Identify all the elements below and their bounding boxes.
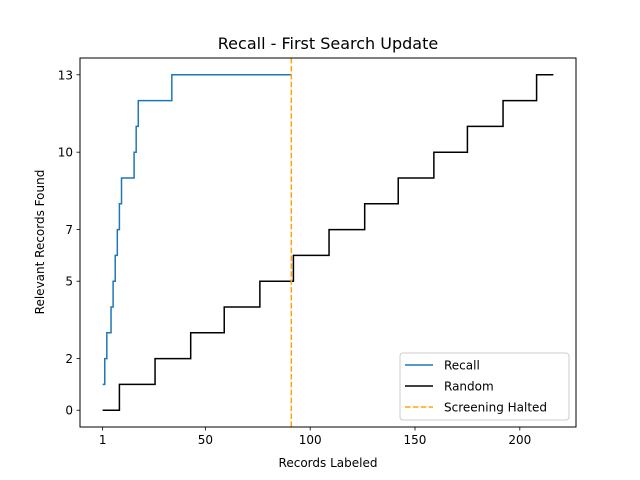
series-line-recall [102, 74, 292, 386]
x-tick-label: 1 [99, 433, 107, 447]
x-tick-label: 100 [299, 433, 322, 447]
x-axis-label: Records Labeled [279, 456, 378, 470]
y-axis-label: Relevant Records Found [33, 170, 47, 315]
x-tick-label: 200 [508, 433, 531, 447]
y-tick-label: 13 [58, 68, 73, 82]
series-line-random [102, 74, 554, 411]
y-tick-label: 7 [65, 223, 73, 237]
y-axis-ticks: 0 2 5 7 10 13 [58, 68, 80, 418]
y-tick-label: 0 [65, 404, 73, 418]
chart-title: Recall - First Search Update [218, 34, 438, 53]
y-tick-label: 2 [65, 352, 73, 366]
legend-label-random: Random [444, 380, 494, 394]
x-axis-ticks: 1 50 100 150 200 [99, 427, 531, 447]
plot-frame [79, 57, 577, 428]
y-tick-label: 10 [58, 146, 73, 160]
legend: Recall Random Screening Halted [399, 352, 570, 421]
y-tick-label: 5 [65, 275, 73, 289]
x-tick-label: 150 [404, 433, 427, 447]
x-tick-label: 50 [198, 433, 213, 447]
legend-label-screening-halted: Screening Halted [444, 401, 547, 415]
legend-box [399, 352, 570, 421]
legend-label-recall: Recall [444, 359, 480, 373]
plot-area [102, 58, 554, 427]
